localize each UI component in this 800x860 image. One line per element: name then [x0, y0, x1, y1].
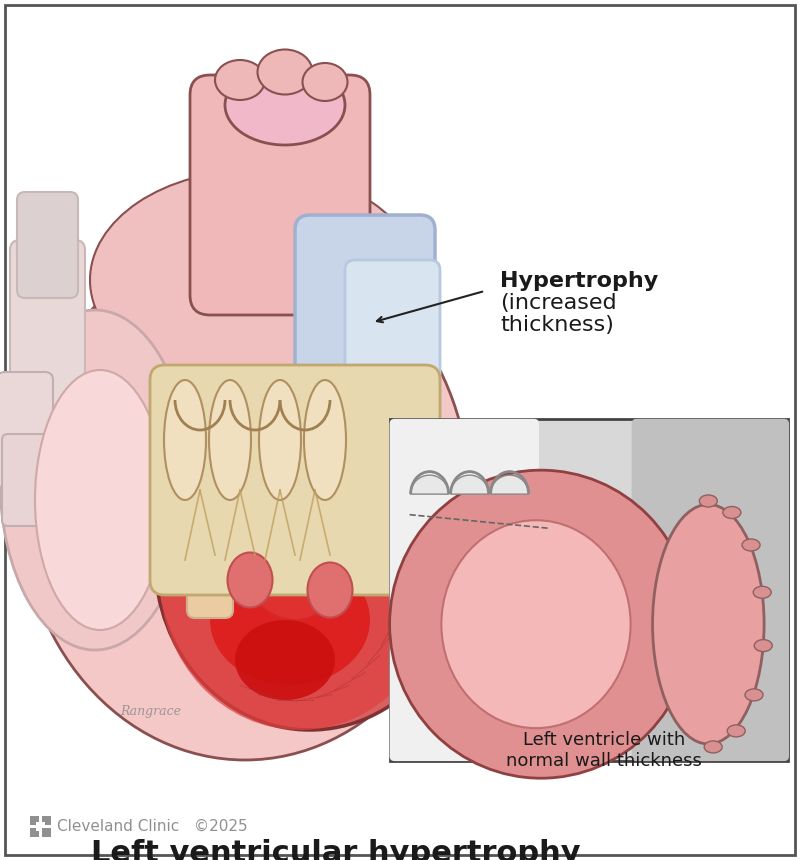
Ellipse shape — [225, 65, 345, 145]
Ellipse shape — [35, 370, 165, 630]
FancyBboxPatch shape — [345, 260, 440, 420]
FancyBboxPatch shape — [632, 419, 789, 761]
Ellipse shape — [742, 539, 760, 551]
Ellipse shape — [215, 60, 265, 100]
Ellipse shape — [398, 475, 433, 505]
Bar — [42, 828, 51, 837]
FancyBboxPatch shape — [2, 434, 49, 526]
FancyBboxPatch shape — [187, 382, 233, 618]
Ellipse shape — [160, 430, 440, 730]
Ellipse shape — [390, 470, 692, 778]
Ellipse shape — [442, 520, 630, 728]
Ellipse shape — [304, 380, 346, 500]
Ellipse shape — [0, 310, 190, 650]
Text: thickness): thickness) — [500, 315, 614, 335]
Wedge shape — [410, 475, 449, 494]
Ellipse shape — [164, 380, 206, 500]
Bar — [30, 828, 39, 837]
Ellipse shape — [258, 50, 313, 95]
Ellipse shape — [699, 495, 718, 507]
Ellipse shape — [259, 380, 301, 500]
Ellipse shape — [653, 504, 764, 744]
Ellipse shape — [745, 689, 763, 701]
Bar — [30, 816, 39, 825]
FancyBboxPatch shape — [390, 419, 539, 761]
Ellipse shape — [307, 562, 353, 617]
Ellipse shape — [210, 555, 370, 685]
Text: Cleveland Clinic   ©2025: Cleveland Clinic ©2025 — [57, 819, 248, 834]
FancyBboxPatch shape — [0, 372, 53, 488]
Bar — [390, 419, 788, 761]
FancyBboxPatch shape — [17, 192, 78, 298]
Text: Left ventricle with
normal wall thickness: Left ventricle with normal wall thicknes… — [506, 731, 702, 770]
Ellipse shape — [235, 460, 355, 620]
FancyBboxPatch shape — [190, 75, 370, 315]
Ellipse shape — [155, 390, 465, 730]
Text: (increased: (increased — [500, 293, 617, 313]
Bar — [36, 828, 39, 831]
FancyBboxPatch shape — [150, 365, 440, 595]
Bar — [42, 822, 45, 825]
Ellipse shape — [235, 620, 335, 700]
Wedge shape — [490, 475, 529, 494]
Ellipse shape — [20, 240, 470, 760]
Ellipse shape — [704, 741, 722, 753]
Wedge shape — [450, 475, 489, 494]
Text: Rangrace: Rangrace — [120, 705, 181, 718]
Text: Hypertrophy: Hypertrophy — [500, 271, 658, 291]
Ellipse shape — [723, 507, 741, 519]
Ellipse shape — [753, 587, 771, 599]
Ellipse shape — [90, 170, 420, 390]
Text: Left ventricular hypertrophy: Left ventricular hypertrophy — [91, 838, 581, 860]
Ellipse shape — [754, 640, 772, 652]
Bar — [36, 822, 39, 825]
Ellipse shape — [302, 63, 347, 101]
Ellipse shape — [209, 380, 251, 500]
Ellipse shape — [420, 532, 440, 557]
Bar — [42, 816, 51, 825]
Ellipse shape — [727, 725, 746, 737]
FancyBboxPatch shape — [295, 215, 435, 445]
Ellipse shape — [227, 552, 273, 607]
FancyBboxPatch shape — [10, 240, 85, 440]
